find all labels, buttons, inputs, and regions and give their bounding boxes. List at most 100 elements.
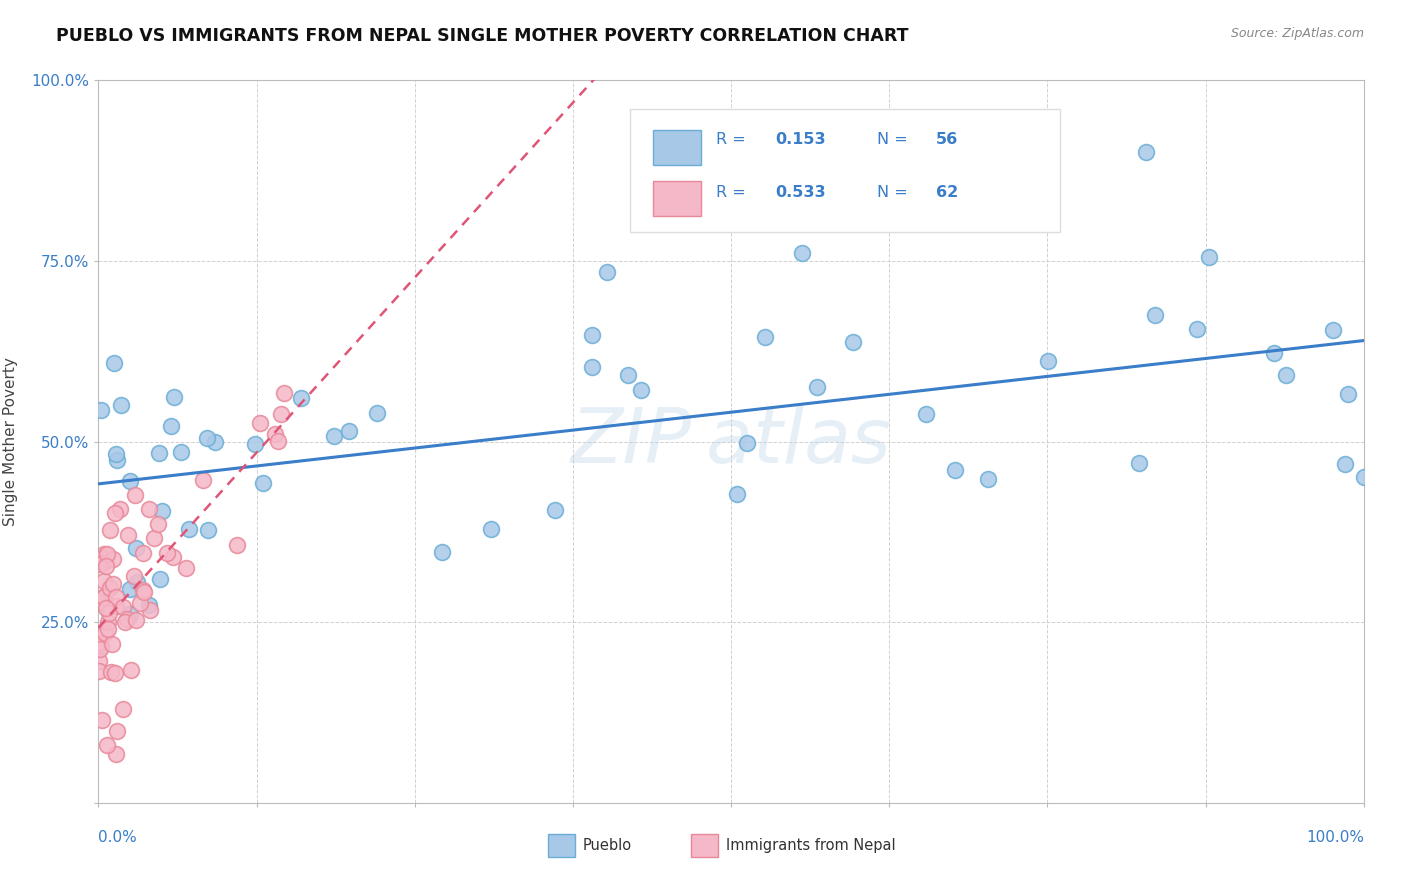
Point	[1353, 470, 1375, 484]
Text: N =: N =	[877, 185, 912, 200]
Point	[117, 612, 139, 626]
Point	[89, 641, 111, 656]
Bar	[652, 181, 700, 216]
Point	[138, 501, 160, 516]
Point	[243, 437, 266, 451]
Point	[195, 431, 218, 445]
Point	[131, 546, 153, 560]
Point	[337, 424, 360, 438]
Bar	[690, 834, 718, 857]
Point	[101, 551, 124, 566]
Point	[90, 639, 112, 653]
Point	[97, 615, 120, 629]
Point	[1038, 353, 1060, 368]
Point	[226, 538, 249, 552]
Text: 0.0%: 0.0%	[98, 830, 138, 845]
Point	[323, 429, 346, 443]
Point	[1135, 145, 1157, 160]
Point	[1337, 386, 1360, 401]
Text: 62: 62	[936, 185, 959, 200]
Text: Immigrants from Nepal: Immigrants from Nepal	[725, 838, 896, 853]
Point	[129, 596, 152, 610]
Point	[96, 738, 118, 752]
Point	[252, 475, 274, 490]
Point	[267, 434, 290, 448]
Point	[366, 406, 388, 420]
Point	[630, 383, 652, 397]
Point	[162, 549, 184, 564]
Point	[143, 531, 166, 545]
Point	[93, 626, 115, 640]
Point	[103, 577, 125, 591]
Point	[98, 523, 121, 537]
Point	[125, 541, 148, 555]
Point	[97, 622, 120, 636]
Point	[249, 416, 271, 430]
Bar	[652, 130, 700, 165]
Point	[89, 595, 111, 609]
Point	[148, 446, 170, 460]
Point	[122, 569, 145, 583]
Point	[100, 637, 122, 651]
Point	[148, 517, 170, 532]
Point	[179, 522, 201, 536]
Text: R =: R =	[716, 132, 751, 146]
Text: 100.0%: 100.0%	[1306, 830, 1364, 845]
Point	[191, 473, 214, 487]
Point	[1333, 457, 1355, 471]
Point	[754, 330, 776, 344]
Point	[977, 472, 1000, 486]
Point	[544, 502, 567, 516]
Point	[595, 265, 617, 279]
Point	[107, 453, 129, 467]
Point	[725, 486, 748, 500]
Point	[150, 504, 173, 518]
Point	[93, 574, 115, 588]
Point	[1185, 322, 1208, 336]
Point	[156, 546, 179, 560]
Point	[120, 663, 142, 677]
Text: 0.533: 0.533	[776, 185, 827, 200]
Point	[945, 462, 967, 476]
Point	[138, 603, 160, 617]
Point	[89, 558, 111, 572]
Point	[124, 613, 146, 627]
Point	[96, 547, 118, 561]
Point	[125, 574, 148, 589]
Point	[120, 475, 141, 489]
Point	[87, 654, 110, 668]
Point	[160, 419, 183, 434]
Point	[581, 327, 603, 342]
Point	[581, 360, 603, 375]
Point	[169, 445, 191, 459]
Text: PUEBLO VS IMMIGRANTS FROM NEPAL SINGLE MOTHER POVERTY CORRELATION CHART: PUEBLO VS IMMIGRANTS FROM NEPAL SINGLE M…	[56, 27, 908, 45]
Point	[89, 636, 111, 650]
Point	[105, 599, 128, 613]
Point	[93, 590, 115, 604]
Point	[91, 556, 114, 570]
Point	[479, 522, 502, 536]
Point	[270, 407, 292, 421]
Text: ZIP atlas: ZIP atlas	[571, 405, 891, 478]
Point	[1274, 368, 1296, 382]
Point	[91, 590, 114, 604]
Point	[93, 547, 115, 561]
Point	[273, 385, 295, 400]
Point	[842, 334, 865, 349]
Point	[91, 551, 114, 566]
Point	[107, 723, 129, 738]
Point	[1198, 250, 1220, 264]
Text: Pueblo: Pueblo	[583, 838, 633, 853]
Point	[1322, 323, 1344, 337]
Point	[264, 427, 287, 442]
Point	[290, 392, 312, 406]
Point	[149, 572, 172, 586]
Point	[97, 606, 120, 620]
Point	[111, 702, 134, 716]
Text: 56: 56	[936, 132, 959, 146]
Point	[104, 665, 127, 680]
Point	[1128, 456, 1150, 470]
Point	[94, 601, 117, 615]
Point	[118, 607, 141, 622]
Point	[124, 488, 146, 502]
